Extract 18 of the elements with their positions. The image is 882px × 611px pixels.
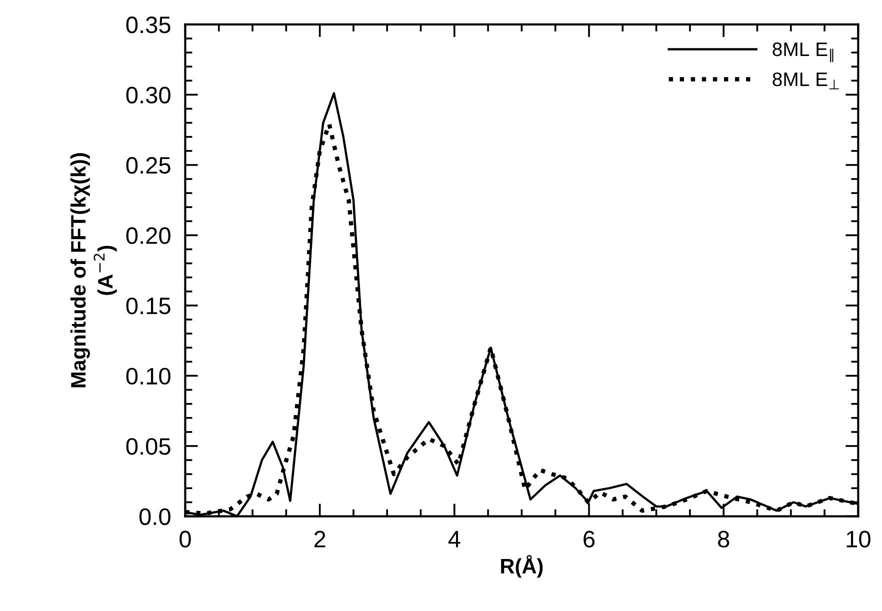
x-tick-label: 4 [448,531,460,548]
y-tick-label: 0.30 [126,86,170,104]
x-tick-label: 8 [718,530,730,548]
x-tick-label: 0 [180,530,191,548]
x-tick-label: 10 [846,530,870,548]
y-tick-label: 0.15 [126,298,170,314]
y-tick-label: 0.0 [139,508,170,526]
y-tick-label: 0.05 [126,438,170,455]
y-tick-label: 0.25 [126,157,170,174]
y-axis-title: Magnitude of FFT(kχ(k)) (A$^{−2}$) [70,153,117,388]
y-tick-label: 0.10 [126,368,170,385]
legend-label: 8ML E$_{⊥}$ [772,72,839,90]
x-axis-title: R(Å) [501,554,543,578]
x-tick-label: 6 [584,530,595,548]
y-tick-label: 0.20 [126,227,170,244]
legend-label: 8ML E$_{∥}$ [772,42,834,62]
x-tick-label: 2 [314,530,326,548]
y-tick-label: 0.35 [126,16,170,34]
